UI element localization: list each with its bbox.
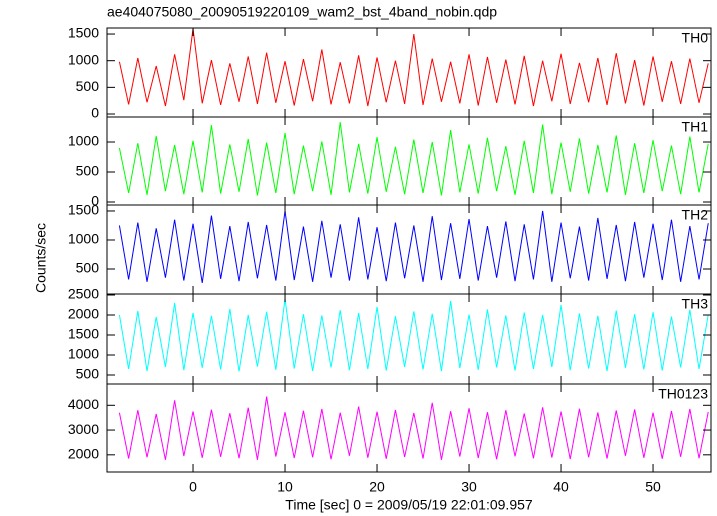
y-tick-label: 500 xyxy=(76,78,100,94)
y-tick-label: 3000 xyxy=(68,421,99,437)
y-tick-label: 4000 xyxy=(68,396,99,412)
light-curve xyxy=(118,210,709,283)
y-tick-label: 0 xyxy=(91,105,99,121)
y-tick-label: 1000 xyxy=(68,346,99,362)
y-tick-label: 1000 xyxy=(68,133,99,149)
panel-label: TH3 xyxy=(682,296,709,312)
x-tick-label: 0 xyxy=(189,479,197,495)
y-axis-label: Counts/sec xyxy=(33,223,49,293)
x-tick-label: 20 xyxy=(369,479,385,495)
y-tick-label: 2000 xyxy=(68,306,99,322)
y-tick-label: 500 xyxy=(76,163,100,179)
y-tick-label: 1000 xyxy=(68,231,99,247)
y-tick-label: 1500 xyxy=(68,326,99,342)
x-tick-label: 40 xyxy=(553,479,569,495)
x-tick-label: 30 xyxy=(461,479,477,495)
panel-label: TH2 xyxy=(682,207,709,223)
y-tick-label: 1500 xyxy=(68,202,99,218)
light-curve xyxy=(118,122,709,196)
y-tick-label: 2500 xyxy=(68,286,99,302)
y-tick-label: 2000 xyxy=(68,446,99,462)
x-tick-label: 50 xyxy=(645,479,661,495)
chart-title: ae404075080_20090519220109_wam2_bst_4ban… xyxy=(107,4,497,20)
panel-label: TH0123 xyxy=(658,386,708,402)
x-axis-label: Time [sec] 0 = 2009/05/19 22:01:09.957 xyxy=(285,497,533,513)
light-curve xyxy=(118,28,709,107)
x-tick-label: 10 xyxy=(277,479,293,495)
panel-label: TH1 xyxy=(682,119,709,135)
y-tick-label: 1500 xyxy=(68,25,99,41)
y-tick-label: 1000 xyxy=(68,51,99,67)
y-tick-label: 0 xyxy=(91,193,99,209)
panel-label: TH0 xyxy=(682,30,709,46)
y-tick-label: 500 xyxy=(76,366,100,382)
y-tick-label: 500 xyxy=(76,260,100,276)
light-curve xyxy=(118,298,709,372)
light-curve xyxy=(118,396,709,460)
panel-frame xyxy=(106,383,712,473)
